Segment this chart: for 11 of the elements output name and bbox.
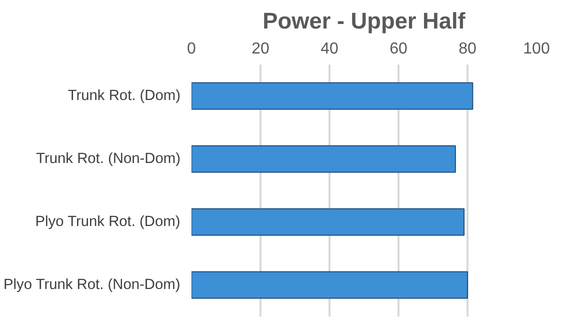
x-tick-label: 100: [523, 40, 550, 58]
x-tick-label: 40: [320, 40, 338, 58]
y-tick-label: Trunk Rot. (Dom): [68, 88, 181, 104]
x-tick-label: 60: [390, 40, 408, 58]
x-tick-label: 80: [458, 40, 476, 58]
y-tick-label: Plyo Trunk Rot. (Dom): [35, 214, 180, 230]
chart-title: Power - Upper Half: [262, 8, 466, 34]
y-tick-label: Trunk Rot. (Non-Dom): [36, 151, 181, 167]
y-tick-label: Plyo Trunk Rot. (Non-Dom): [4, 277, 180, 293]
x-tick-label: 20: [252, 40, 270, 58]
x-tick-label: 0: [187, 40, 196, 58]
